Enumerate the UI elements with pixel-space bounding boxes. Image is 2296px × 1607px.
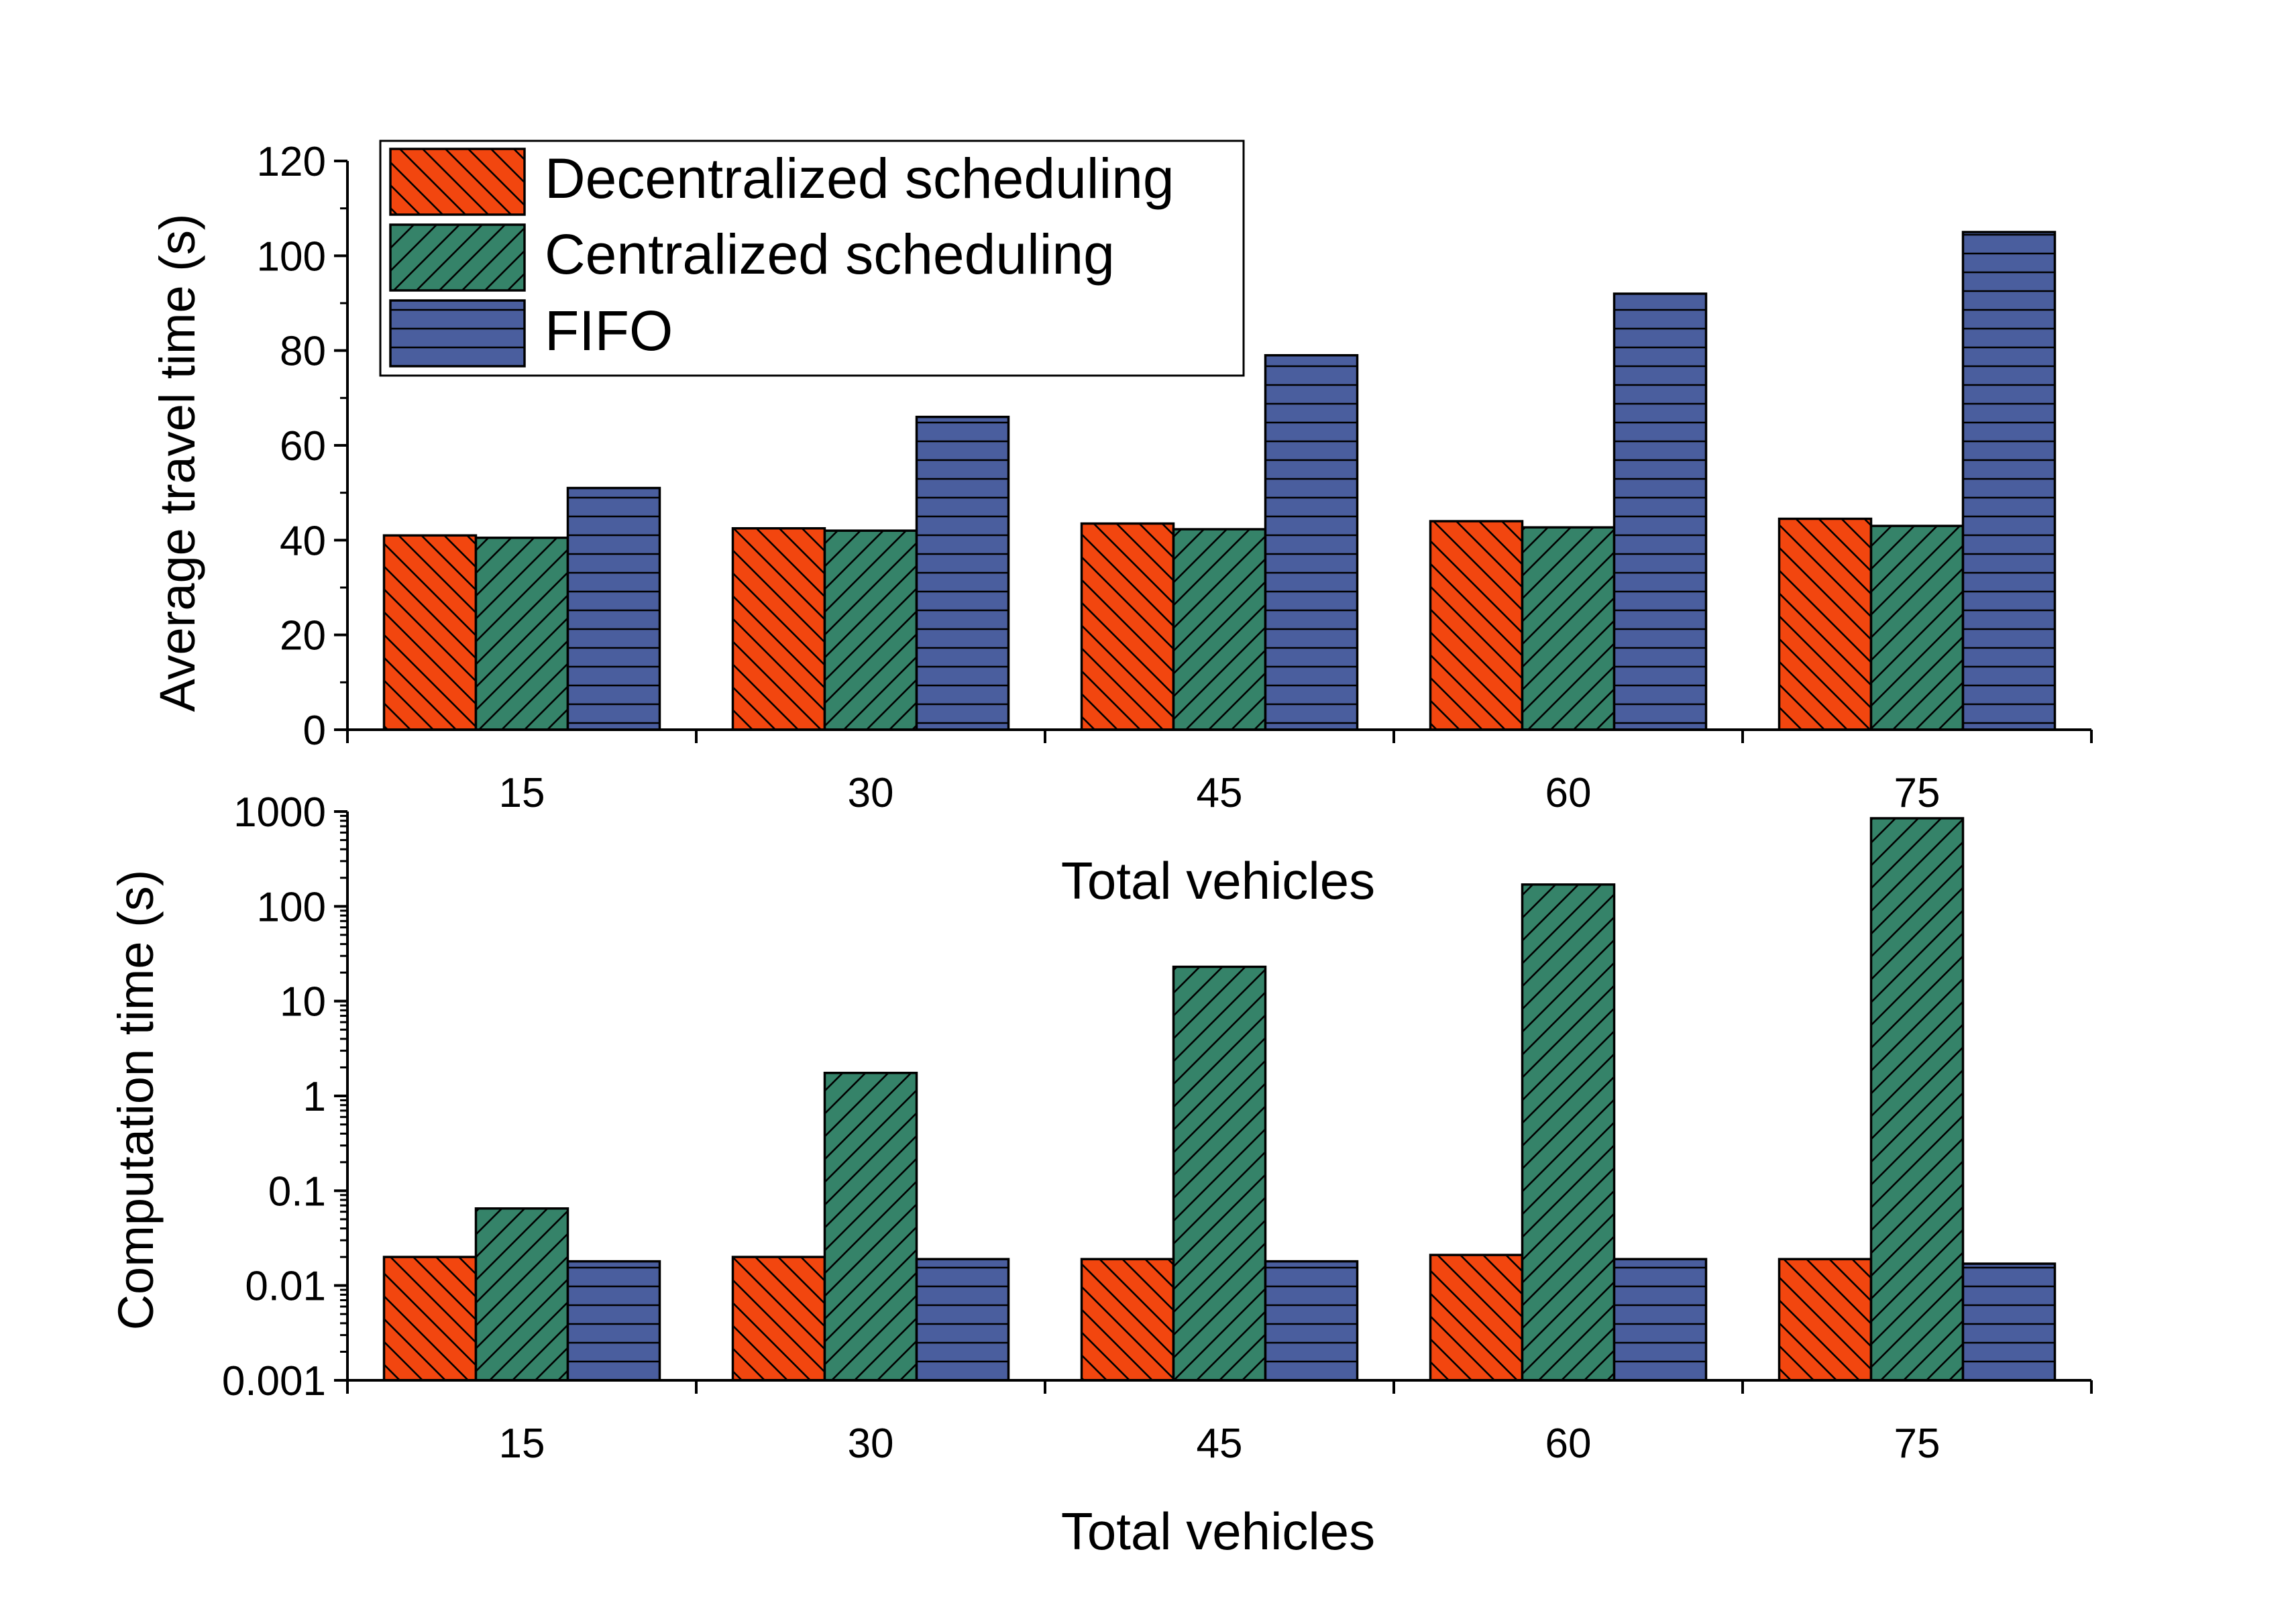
y-tick-label: 0.1 xyxy=(268,1168,326,1215)
bar-computation-time-centralized-60 xyxy=(1521,883,1616,1382)
travel-time-bars xyxy=(382,231,2057,731)
x-axis-label-computation-time: Total vehicles xyxy=(1061,1502,1375,1561)
bar-computation-time-centralized-15 xyxy=(474,1207,569,1382)
bar-travel-time-decentralized-15 xyxy=(382,534,478,731)
x-tick-label: 75 xyxy=(1894,1421,1940,1467)
x-axis-label-travel-time: Total vehicles xyxy=(1061,851,1375,910)
bar-travel-time-fifo-45 xyxy=(1264,353,1359,731)
y-tick-label: 100 xyxy=(257,233,326,280)
y-tick-label: 40 xyxy=(280,518,326,564)
bar-computation-time-decentralized-75 xyxy=(1778,1258,1873,1382)
y-tick-label: 120 xyxy=(257,139,326,185)
y-tick-label: 0.001 xyxy=(222,1358,326,1404)
y-tick-label: 0.01 xyxy=(245,1264,326,1310)
bar-travel-time-centralized-75 xyxy=(1869,524,1965,731)
x-tick-label: 45 xyxy=(1197,770,1243,816)
y-tick-label: 0 xyxy=(303,708,326,754)
bar-travel-time-decentralized-75 xyxy=(1778,517,1873,731)
bar-computation-time-decentralized-45 xyxy=(1080,1258,1175,1382)
x-tick-label: 15 xyxy=(499,1421,545,1467)
bar-computation-time-fifo-60 xyxy=(1612,1258,1708,1382)
bar-computation-time-centralized-30 xyxy=(823,1071,918,1382)
bar-travel-time-fifo-60 xyxy=(1612,292,1708,731)
bar-computation-time-centralized-75 xyxy=(1869,817,1965,1382)
x-tick-label: 60 xyxy=(1545,770,1592,816)
legend-swatch-decentralized xyxy=(389,148,526,216)
x-tick-label: 15 xyxy=(499,770,545,816)
bar-travel-time-decentralized-45 xyxy=(1080,522,1175,731)
x-tick-label: 30 xyxy=(848,1421,894,1467)
bar-computation-time-centralized-45 xyxy=(1172,965,1267,1382)
bar-computation-time-fifo-75 xyxy=(1961,1262,2057,1382)
bar-travel-time-centralized-60 xyxy=(1521,526,1616,731)
bar-travel-time-centralized-15 xyxy=(474,537,569,731)
bar-computation-time-fifo-30 xyxy=(915,1258,1010,1382)
x-tick-label: 60 xyxy=(1545,1421,1592,1467)
bar-travel-time-fifo-30 xyxy=(915,415,1010,731)
bar-travel-time-centralized-45 xyxy=(1172,528,1267,731)
computation-time-bars xyxy=(382,817,2057,1382)
legend: Decentralized scheduling Centralized sch… xyxy=(379,140,1245,377)
y-tick-label: 20 xyxy=(280,613,326,659)
legend-label-decentralized: Decentralized scheduling xyxy=(545,147,1174,210)
computation-time-panel: 0.001 0.01 0.1 1 10 100 1000 15 30 45 60 75 Computa… xyxy=(108,789,2093,1561)
legend-label-fifo: FIFO xyxy=(545,299,673,362)
x-tick-label: 45 xyxy=(1197,1421,1243,1467)
bar-computation-time-decentralized-30 xyxy=(731,1256,826,1382)
bar-travel-time-centralized-30 xyxy=(823,529,918,731)
bar-travel-time-fifo-15 xyxy=(566,486,661,731)
legend-label-centralized: Centralized scheduling xyxy=(545,223,1115,286)
y-tick-label: 60 xyxy=(280,423,326,469)
bar-travel-time-decentralized-60 xyxy=(1429,520,1524,731)
bar-computation-time-fifo-15 xyxy=(566,1260,661,1382)
y-tick-label: 10 xyxy=(280,979,326,1026)
travel-time-panel: 0 20 40 60 80 100 120 15 30 45 60 75 Average travel… xyxy=(150,139,2093,910)
y-tick-label: 100 xyxy=(257,884,326,930)
bar-travel-time-decentralized-30 xyxy=(731,527,826,731)
legend-swatch-centralized xyxy=(389,223,526,292)
y-axis-label-computation-time: Computation time (s) xyxy=(108,870,164,1331)
bar-travel-time-fifo-75 xyxy=(1961,231,2057,731)
bar-computation-time-decentralized-60 xyxy=(1429,1254,1524,1382)
travel-time-axes: 0 20 40 60 80 100 120 15 30 45 60 75 xyxy=(257,139,2093,816)
y-tick-label: 80 xyxy=(280,329,326,375)
y-tick-label: 1 xyxy=(303,1074,326,1120)
x-tick-label: 75 xyxy=(1894,770,1940,816)
y-tick-label: 1000 xyxy=(233,789,326,836)
legend-swatch-fifo xyxy=(389,299,526,368)
bar-computation-time-fifo-45 xyxy=(1264,1260,1359,1382)
y-axis-label-travel-time: Average travel time (s) xyxy=(150,214,205,712)
computation-time-axes: 0.001 0.01 0.1 1 10 100 1000 15 30 45 60 75 xyxy=(222,789,2093,1467)
bar-computation-time-decentralized-15 xyxy=(382,1256,478,1382)
x-tick-label: 30 xyxy=(848,770,894,816)
